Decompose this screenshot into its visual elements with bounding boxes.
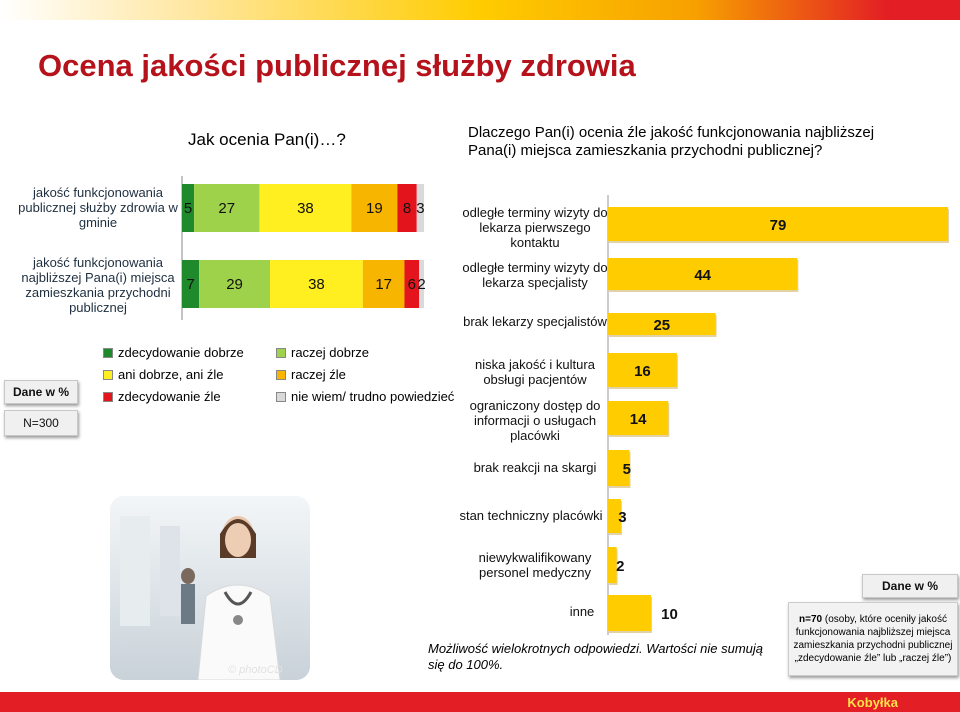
reason-label-0: odległe terminy wizyty do lekarza pierws…: [462, 205, 608, 250]
right-chart-header: Dlaczego Pan(i) ocenia źle jakość funkcj…: [468, 124, 875, 159]
reason-value-label: 5: [623, 461, 631, 478]
legend-item-raczej-zle: raczej źle: [276, 367, 346, 382]
stacked-value-label: 38: [308, 276, 325, 293]
reason-bar: [608, 258, 798, 290]
stacked-value-label: 2: [417, 276, 425, 293]
stacked-bar-segment: [259, 184, 352, 232]
legend-swatch: [103, 369, 113, 380]
stacked-value-label: 7: [186, 276, 194, 293]
reason-bar: [608, 313, 716, 335]
stacked-value-label: 17: [375, 276, 392, 293]
sample-description: (osoby, które oceniły jakość funkcjonowa…: [793, 614, 953, 664]
legend-label: zdecydowanie dobrze: [118, 345, 244, 360]
reason-value-label: 3: [618, 509, 626, 526]
footnote: Możliwość wielokrotnych odpowiedzi. Wart…: [428, 641, 764, 672]
reason-label-3: niska jakość i kultura obsługi pacjentów: [475, 357, 595, 387]
reason-bar: [608, 401, 669, 435]
stacked-bar-segment: [199, 260, 270, 308]
legend-label: raczej dobrze: [291, 345, 370, 360]
legend-item-zdecydowanie-dobrze: zdecydowanie dobrze: [103, 345, 244, 360]
reason-label-2: brak lekarzy specjalistów: [463, 314, 607, 329]
stacked-value-label: 29: [226, 276, 243, 293]
brand-name: Kobyłka: [847, 695, 898, 710]
stacked-bar-chart: 5 27 38 19 8 3 7 29 38 17 6 2: [181, 176, 426, 320]
reason-bar: [608, 547, 617, 583]
reason-label-6: stan techniczny placówki: [459, 508, 603, 523]
legend-label: ani dobrze, ani źle: [118, 367, 224, 382]
stacked-value-label: 8: [403, 200, 411, 217]
reasons-bar-chart: 79 44 25 16 14 5 3 2 10: [607, 195, 949, 635]
stacked-value-label: 27: [218, 200, 235, 217]
stacked-bar-segment: [362, 260, 405, 308]
stacked-value-label: 19: [366, 200, 383, 217]
row-label-przychodnia: jakość funkcjonowania najbliższej Pana(i…: [21, 255, 175, 315]
legend-label: raczej źle: [291, 367, 346, 382]
stacked-bar-segment: [194, 184, 260, 232]
legend-swatch: [103, 391, 113, 402]
reason-value-label: 10: [661, 606, 678, 623]
reason-bar: [608, 595, 652, 631]
n-label-box: N=300: [4, 410, 78, 436]
reason-value-label: 16: [634, 363, 651, 380]
stacked-bar-segment: [419, 260, 424, 308]
legend-label: zdecydowanie źle: [118, 389, 221, 404]
dane-label-box-right: Dane w %: [862, 574, 958, 598]
reason-label-5: brak reakcji na skargi: [473, 460, 597, 475]
doctor-photo: [110, 496, 310, 680]
reason-label-4: ograniczony dostęp do informacji o usług…: [469, 398, 601, 443]
legend-item-raczej-dobrze: raczej dobrze: [276, 345, 369, 360]
reason-value-label: 25: [653, 317, 670, 334]
reason-value-label: 2: [616, 558, 624, 575]
sample-size: n=70: [799, 614, 823, 625]
legend-swatch: [276, 369, 286, 380]
reason-bar: [608, 353, 677, 387]
legend-item-ani-dobrze-ani-zle: ani dobrze, ani źle: [103, 367, 224, 382]
legend-swatch: [276, 347, 286, 358]
page-title: Ocena jakości publicznej służby zdrowia: [38, 48, 636, 83]
legend-label: nie wiem/ trudno powiedzieć: [291, 389, 455, 404]
legend-swatch: [103, 347, 113, 358]
photo-credit: © photoCD: [228, 664, 283, 676]
stacked-bar-segment: [182, 260, 200, 308]
reason-label-1: odległe terminy wizyty do lekarza specja…: [462, 260, 608, 290]
top-color-bar: [0, 0, 960, 20]
reason-bar: [608, 207, 948, 241]
dane-label-box: Dane w %: [4, 380, 78, 404]
left-chart-header: Jak ocenia Pan(i)…?: [188, 130, 346, 149]
reason-label-8: inne: [569, 604, 595, 619]
reason-value-label: 14: [630, 411, 647, 428]
reason-value-label: 44: [694, 267, 711, 284]
stacked-bar-segment: [397, 184, 417, 232]
legend-item-zdecydowanie-zle: zdecydowanie źle: [103, 389, 221, 404]
sample-note-box: n=70 (osoby, które oceniły jakość funkcj…: [788, 602, 958, 676]
legend-item-nie-wiem: nie wiem/ trudno powiedzieć: [276, 389, 454, 404]
stacked-value-label: 6: [408, 276, 416, 293]
reason-value-label: 79: [770, 217, 787, 234]
legend-swatch: [276, 391, 286, 402]
stacked-bar-segment: [270, 260, 363, 308]
reason-bar: [608, 499, 621, 533]
stacked-bar-segment: [416, 184, 424, 232]
stacked-bar-segment: [351, 184, 398, 232]
bottom-color-bar: [0, 692, 960, 712]
stacked-value-label: 38: [297, 200, 314, 217]
row-label-gmina: jakość funkcjonowania publicznej służby …: [18, 185, 178, 230]
doctor-illustration: [110, 496, 310, 680]
stacked-value-label: 3: [416, 200, 424, 217]
stacked-value-label: 5: [184, 200, 192, 217]
reason-label-7: niewykwalifikowany personel medyczny: [478, 550, 592, 580]
stacked-bar-segment: [182, 184, 195, 232]
stacked-bar-segment: [404, 260, 420, 308]
reason-bar: [608, 450, 630, 486]
